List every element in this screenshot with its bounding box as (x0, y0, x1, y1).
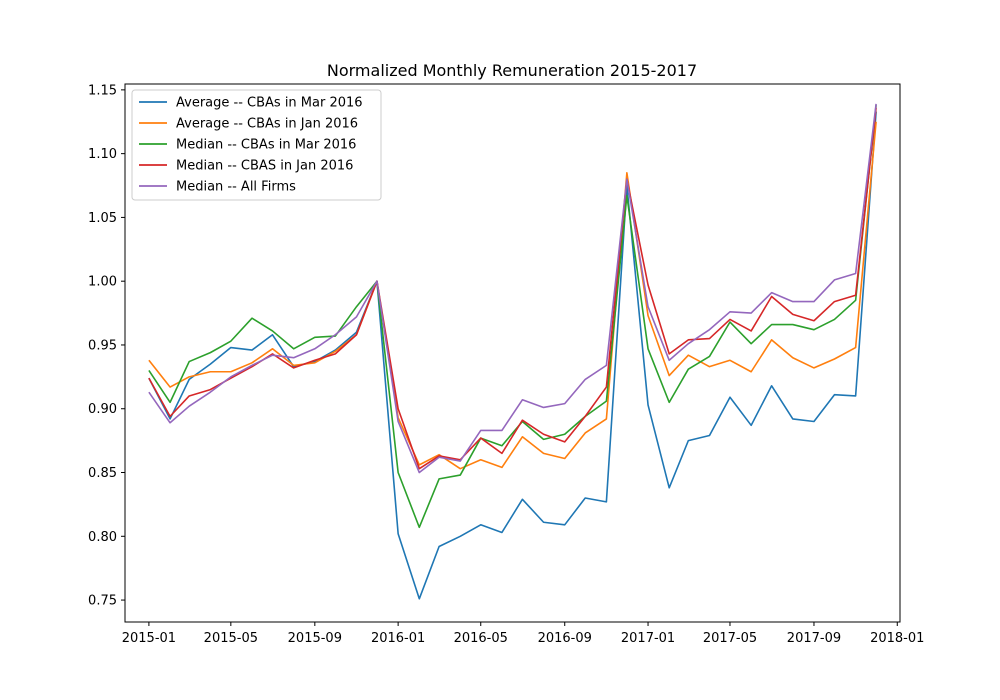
y-tick-label: 1.00 (88, 275, 117, 290)
x-tick-label: 2018-01 (870, 631, 924, 646)
plot-lines (148, 103, 877, 600)
x-tick-label: 2015-05 (204, 631, 258, 646)
legend-label: Median -- CBAS in Jan 2016 (176, 159, 353, 174)
y-tick-label: 1.10 (88, 147, 117, 162)
plot-frame (124, 83, 901, 623)
y-tick-label: 0.80 (88, 530, 117, 545)
x-tick-label: 2015-01 (122, 631, 176, 646)
x-tick-label: 2016-05 (454, 631, 508, 646)
x-axis: 2015-01 2015-05 2015-09 2016-01 2016-05 2016-… (122, 622, 924, 646)
y-axis: 0.75 0.80 0.85 0.90 0.95 1.00 1.05 1.10 1.15 (88, 83, 125, 609)
legend-label: Median -- CBAs in Mar 2016 (176, 138, 356, 153)
x-tick-label: 2016-01 (371, 631, 425, 646)
series-line-1 (148, 111, 877, 600)
y-tick-label: 0.90 (88, 402, 117, 417)
y-tick-label: 1.05 (88, 211, 117, 226)
x-tick-label: 2017-01 (621, 631, 675, 646)
y-tick-label: 0.85 (88, 466, 117, 481)
series-line-2 (148, 121, 877, 470)
legend: Average -- CBAs in Mar 2016 Average -- CB… (131, 89, 382, 201)
x-tick-label: 2016-09 (538, 631, 592, 646)
x-tick-label: 2017-09 (787, 631, 841, 646)
series-line-5 (148, 103, 877, 474)
series-line-3 (148, 105, 877, 529)
chart-title: Normalized Monthly Remuneration 2015-201… (327, 61, 697, 80)
legend-label: Average -- CBAs in Mar 2016 (176, 96, 363, 111)
y-tick-label: 0.75 (88, 594, 117, 609)
x-tick-label: 2017-05 (703, 631, 757, 646)
y-tick-label: 1.15 (88, 83, 117, 98)
legend-label: Median -- All Firms (176, 180, 296, 195)
legend-box (131, 89, 382, 201)
x-tick-label: 2015-09 (288, 631, 342, 646)
y-tick-label: 0.95 (88, 338, 117, 353)
legend-label: Average -- CBAs in Jan 2016 (176, 117, 358, 132)
